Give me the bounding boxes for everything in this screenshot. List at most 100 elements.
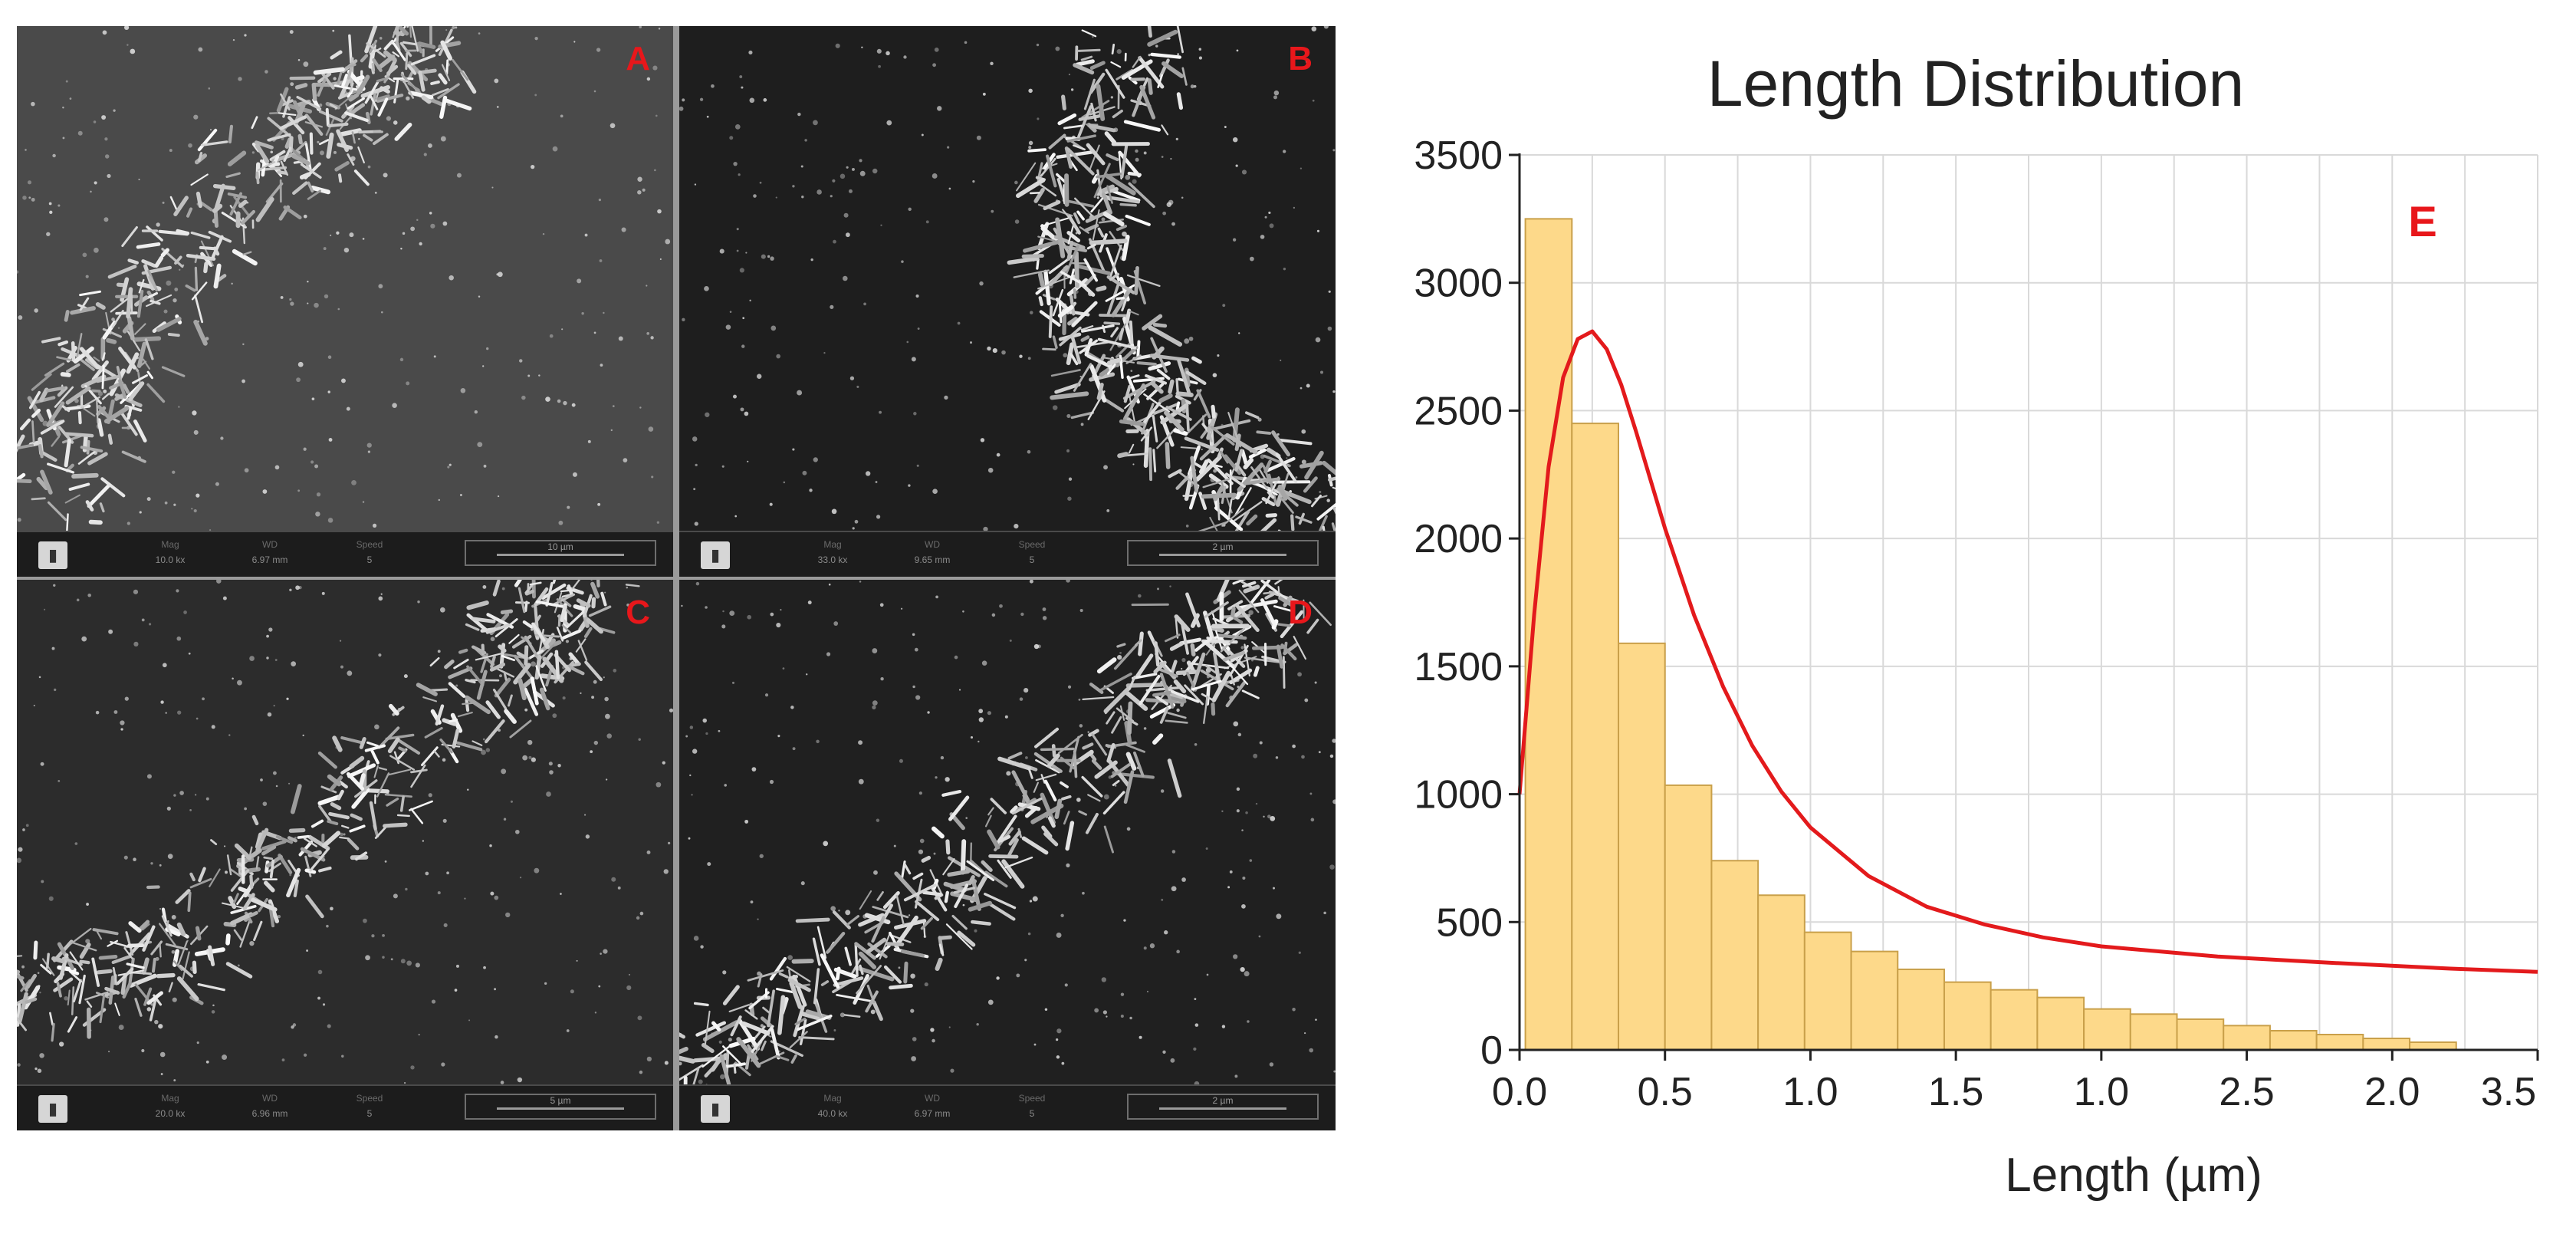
particle — [830, 195, 833, 198]
particle — [692, 749, 698, 754]
crystal-rod — [117, 969, 144, 976]
crystal-rod — [1234, 487, 1252, 516]
crystal-rod — [1082, 742, 1094, 750]
crystal-rod — [186, 207, 193, 218]
particle — [489, 844, 492, 847]
particle — [729, 136, 734, 140]
particle — [849, 376, 855, 380]
particle — [156, 222, 160, 227]
crystal-rod — [1147, 78, 1153, 95]
particle — [637, 176, 642, 182]
crystal-rod — [1124, 743, 1145, 753]
crystal-rod — [1048, 305, 1053, 338]
crystal-rod — [701, 1043, 715, 1054]
particle — [761, 254, 766, 259]
crystal-rod — [741, 1021, 770, 1035]
particle — [979, 281, 984, 286]
crystal-rod — [399, 795, 405, 812]
crystal-rod — [242, 251, 252, 255]
particle — [332, 29, 335, 32]
crystal-rod — [1043, 269, 1051, 306]
particle — [164, 501, 168, 505]
crystal-rod — [1086, 243, 1096, 250]
particle — [1020, 612, 1024, 617]
x-tick-label: 0.0 — [1492, 1070, 1547, 1114]
particle — [481, 749, 486, 755]
particle — [1240, 646, 1244, 650]
crystal-rod — [554, 650, 560, 679]
particle — [101, 115, 107, 120]
x-tick-label: 1.0 — [1783, 1070, 1838, 1114]
particle — [893, 844, 896, 847]
particle — [769, 779, 774, 785]
particle — [371, 934, 375, 938]
crystal-rod — [87, 484, 110, 508]
y-tick-label: 1000 — [1414, 773, 1503, 818]
particle — [639, 406, 642, 409]
particle — [382, 933, 385, 937]
crystal-rod — [1106, 357, 1122, 366]
crystal-rod — [761, 1040, 767, 1051]
sem-panel-d: D ▮ Mag 40.0 kx WD 6.97 mm Speed 5 2 µm — [679, 580, 1336, 1130]
crystal-rod — [736, 1037, 761, 1068]
particle — [628, 973, 631, 976]
crystal-rod — [438, 73, 448, 85]
particle — [237, 679, 242, 686]
histogram-bar — [1618, 642, 1666, 1051]
crystal-rod — [200, 140, 228, 146]
particle — [202, 697, 205, 701]
particle — [267, 712, 272, 717]
crystal-rod — [588, 605, 612, 617]
particle — [39, 1053, 44, 1058]
crystal-rod — [168, 982, 173, 992]
particle — [52, 153, 56, 158]
crystal-rod — [1332, 486, 1336, 490]
particle — [18, 315, 23, 320]
particle — [166, 806, 171, 811]
crystal-rod — [1213, 485, 1224, 502]
particle — [646, 285, 648, 287]
particle — [573, 41, 576, 43]
crystal-rod — [1275, 452, 1298, 484]
crystal-rod — [1051, 744, 1056, 758]
particle — [918, 791, 922, 795]
crystal-rod — [160, 248, 170, 258]
crystal-rod — [1070, 411, 1095, 420]
y-tick-label: 2000 — [1414, 517, 1503, 561]
particle — [695, 581, 700, 586]
crystal-rod — [347, 153, 355, 166]
particle — [682, 318, 685, 322]
crystal-rod — [212, 203, 223, 213]
crystal-rod — [1106, 196, 1141, 204]
crystal-rod — [1059, 326, 1082, 347]
particle — [833, 239, 836, 244]
particle — [417, 600, 420, 604]
crystal-rod — [228, 124, 233, 144]
crystal-rod — [1147, 29, 1178, 47]
crystal-rod — [411, 26, 419, 52]
particle — [399, 357, 404, 362]
particle — [992, 348, 997, 354]
crystal-rod — [373, 133, 389, 146]
crystal-rod — [944, 890, 949, 903]
crystal-rod — [152, 957, 156, 973]
crystal-rod — [1046, 154, 1057, 188]
particle — [741, 344, 745, 348]
crystal-rod — [507, 694, 513, 707]
particle — [813, 120, 818, 126]
crystal-rod — [1142, 398, 1164, 425]
particle — [1126, 827, 1131, 831]
particle — [945, 777, 950, 782]
particle — [464, 897, 466, 900]
crystal-rod — [176, 922, 186, 936]
particle — [618, 336, 623, 341]
particle — [130, 48, 136, 54]
particle — [113, 710, 118, 714]
particle — [1161, 898, 1164, 901]
particle — [906, 341, 909, 344]
particle — [571, 403, 576, 407]
crystal-rod — [465, 699, 470, 712]
crystal-rod — [1146, 383, 1165, 400]
particle — [303, 214, 307, 219]
particle — [188, 652, 191, 655]
